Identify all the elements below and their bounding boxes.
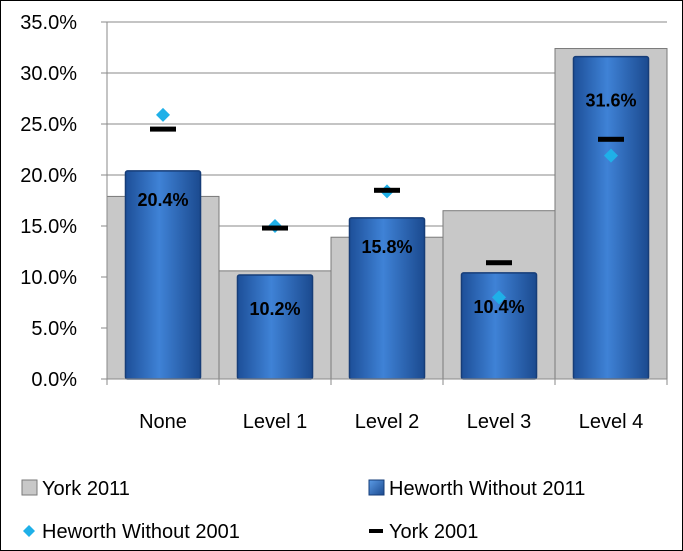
york-2001-marker xyxy=(486,260,512,266)
markers xyxy=(150,107,624,305)
y-tick-label: 5.0% xyxy=(31,318,77,340)
data-label: 20.4% xyxy=(137,190,188,210)
x-tick-label: Level 3 xyxy=(467,411,532,433)
legend: York 2011 Heworth Without 2011 Heworth Wit… xyxy=(21,478,585,543)
york-2001-marker xyxy=(150,126,176,132)
x-tick-label: Level 4 xyxy=(579,411,644,433)
york-2001-marker xyxy=(598,136,624,142)
y-tick-label: 20.0% xyxy=(20,165,77,187)
data-label: 15.8% xyxy=(361,237,412,257)
legend-swatch xyxy=(23,525,35,537)
data-labels: 20.4% 10.2% 15.8% 10.4% 31.6% xyxy=(137,91,636,319)
x-tick-label: Level 2 xyxy=(355,411,420,433)
y-tick-label: 15.0% xyxy=(20,216,77,238)
y-tick-label: 10.0% xyxy=(20,267,77,289)
data-label: 10.4% xyxy=(473,297,524,317)
x-tick-label: None xyxy=(139,411,187,433)
x-tick-label: Level 1 xyxy=(243,411,308,433)
y-tick-label: 25.0% xyxy=(20,114,77,136)
legend-label: Heworth Without 2001 xyxy=(42,521,240,543)
heworth-2011-bar xyxy=(460,272,538,380)
y-tick-label: 0.0% xyxy=(31,369,77,391)
york-2001-marker xyxy=(374,187,400,193)
legend-label: York 2011 xyxy=(42,478,130,500)
legend-swatch xyxy=(369,529,383,533)
legend-label: Heworth Without 2011 xyxy=(389,478,585,500)
data-label: 10.2% xyxy=(249,299,300,319)
data-label: 31.6% xyxy=(585,91,636,111)
y-tick-label: 30.0% xyxy=(20,63,77,85)
y-tick-label: 35.0% xyxy=(20,12,77,34)
heworth-2011-bar xyxy=(236,274,314,380)
axes: 0.0% 5.0% 10.0% 15.0% 20.0% 25.0% 30.0% 35.0% No… xyxy=(20,12,668,433)
legend-swatch xyxy=(21,479,38,496)
legend-label: York 2001 xyxy=(389,521,478,543)
heworth-2001-marker xyxy=(492,290,506,305)
heworth-2001-marker xyxy=(604,148,618,163)
heworth-2001-marker xyxy=(156,107,170,122)
legend-swatch xyxy=(368,479,385,496)
york-2001-marker xyxy=(262,225,288,231)
